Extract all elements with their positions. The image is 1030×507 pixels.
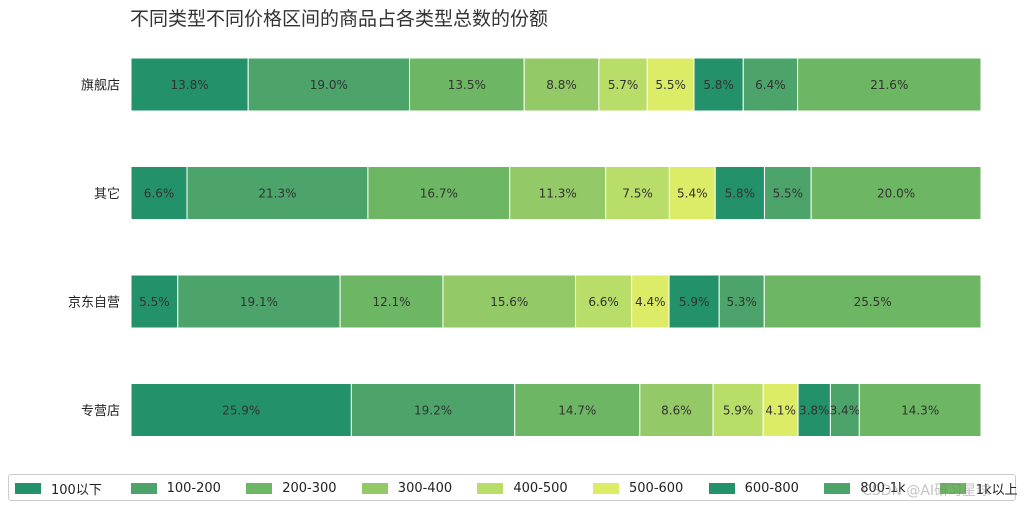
legend-swatch: [361, 482, 388, 494]
data-label: 6.6%: [588, 295, 619, 309]
legend-label: 800-1k: [860, 480, 906, 496]
bar-segment: [668, 166, 716, 220]
bar-segment: [130, 166, 188, 220]
data-label: 19.1%: [240, 295, 278, 309]
bar-segment: [130, 383, 352, 437]
data-label: 19.2%: [414, 404, 452, 418]
watermark: CSDN @AI研习星球: [862, 483, 991, 499]
data-label: 15.6%: [490, 295, 528, 309]
data-label: 5.5%: [139, 295, 170, 309]
data-label: 12.1%: [372, 295, 410, 309]
legend-label: 300-400: [397, 480, 453, 496]
legend-item: 1k以上: [939, 480, 1018, 498]
data-label: 5.5%: [655, 78, 686, 92]
legend-label: 1k以上: [975, 482, 1018, 498]
bar-segment: [693, 57, 744, 112]
bar-segment: [797, 57, 982, 112]
data-label: 5.4%: [677, 187, 708, 201]
legend-label: 200-300: [282, 480, 337, 496]
legend-item: 100-200: [130, 480, 221, 496]
legend-swatch: [477, 482, 504, 494]
data-label: 21.3%: [258, 187, 296, 201]
legend-item: 800-1k: [824, 480, 906, 496]
data-label: 5.3%: [726, 295, 757, 309]
data-label: 5.9%: [679, 295, 710, 309]
bar-segment: [186, 166, 369, 220]
bar-segment: [130, 274, 179, 329]
data-label: 13.8%: [171, 78, 209, 92]
category-label: 旗舰店: [81, 78, 120, 94]
bar-segment: [631, 274, 670, 329]
chart-legend: 100以下 100-200 200-300 300-400 400-500 500-600…: [8, 474, 1018, 501]
data-label: 7.5%: [622, 187, 653, 201]
legend-swatch: [15, 482, 41, 494]
data-label: 5.9%: [723, 404, 754, 418]
legend-swatch: [824, 482, 851, 494]
legend-item: 200-300: [246, 480, 337, 496]
bar-segment: [639, 383, 714, 437]
data-label: 19.0%: [310, 78, 348, 92]
legend-label: 600-800: [744, 480, 799, 496]
bar-segment: [247, 57, 411, 112]
bar-segment: [762, 383, 799, 437]
data-label: 5.5%: [773, 187, 804, 201]
data-label: 8.8%: [546, 78, 577, 92]
data-label: 3.4%: [830, 404, 861, 418]
data-label: 6.6%: [144, 187, 175, 201]
legend-label: 100-200: [166, 480, 221, 496]
legend-label: 400-500: [513, 480, 568, 496]
bar-segment: [442, 274, 577, 329]
legend-item: 100以下: [15, 480, 102, 498]
data-label: 5.8%: [725, 187, 756, 201]
bar-segment: [712, 383, 764, 437]
bar-segment: [509, 166, 607, 220]
legend-swatch: [130, 482, 157, 494]
data-label: 14.7%: [558, 404, 596, 418]
data-label: 14.3%: [901, 404, 939, 418]
data-label: 11.3%: [539, 187, 577, 201]
data-label: 4.1%: [765, 404, 796, 418]
bar-segment: [605, 166, 670, 220]
bar-segment: [350, 383, 516, 437]
legend-item: 600-800: [708, 480, 799, 496]
legend-label: 500-600: [629, 480, 684, 496]
data-label: 4.4%: [635, 295, 666, 309]
data-label: 3.8%: [799, 404, 830, 418]
stacked-bar-chart: 旗舰店 13.8% 19.0% 13.5% 8.8% 5.7% 5.5% 5.8% 6.4% 21…: [68, 57, 982, 437]
bar-segment: [367, 166, 511, 220]
bar-segment: [742, 57, 799, 112]
bar-segment: [514, 383, 641, 437]
bar-segment: [598, 57, 648, 112]
data-label: 13.5%: [448, 78, 486, 92]
bar-segment: [797, 383, 831, 437]
data-label: 6.4%: [755, 78, 786, 92]
chart-title: 不同类型不同价格区间的商品占各类型总数的份额: [130, 8, 549, 30]
legend-swatch: [708, 482, 735, 494]
category-label: 专营店: [81, 404, 120, 419]
data-label: 5.7%: [608, 78, 639, 92]
legend-item: 300-400: [361, 480, 453, 496]
legend-swatch: [593, 482, 619, 494]
bar-segment: [668, 274, 720, 329]
legend-label: 100以下: [51, 482, 102, 498]
category-label: 京东自营: [68, 296, 120, 311]
bar-segment: [646, 57, 695, 112]
data-label: 8.6%: [661, 404, 692, 418]
data-label: 25.5%: [854, 295, 892, 309]
bar-segment: [763, 274, 982, 329]
data-label: 20.0%: [877, 187, 915, 201]
bar-segment: [810, 166, 982, 220]
legend-swatch: [939, 482, 966, 494]
data-label: 25.9%: [222, 404, 260, 418]
data-label: 16.7%: [420, 187, 458, 201]
data-label: 21.6%: [870, 78, 908, 92]
legend-item: 400-500: [477, 480, 568, 496]
category-label: 其它: [94, 186, 120, 202]
legend-item: 500-600: [593, 480, 683, 496]
bar-segment: [858, 383, 982, 437]
legend-swatch: [246, 482, 273, 494]
data-label: 5.8%: [703, 78, 734, 92]
